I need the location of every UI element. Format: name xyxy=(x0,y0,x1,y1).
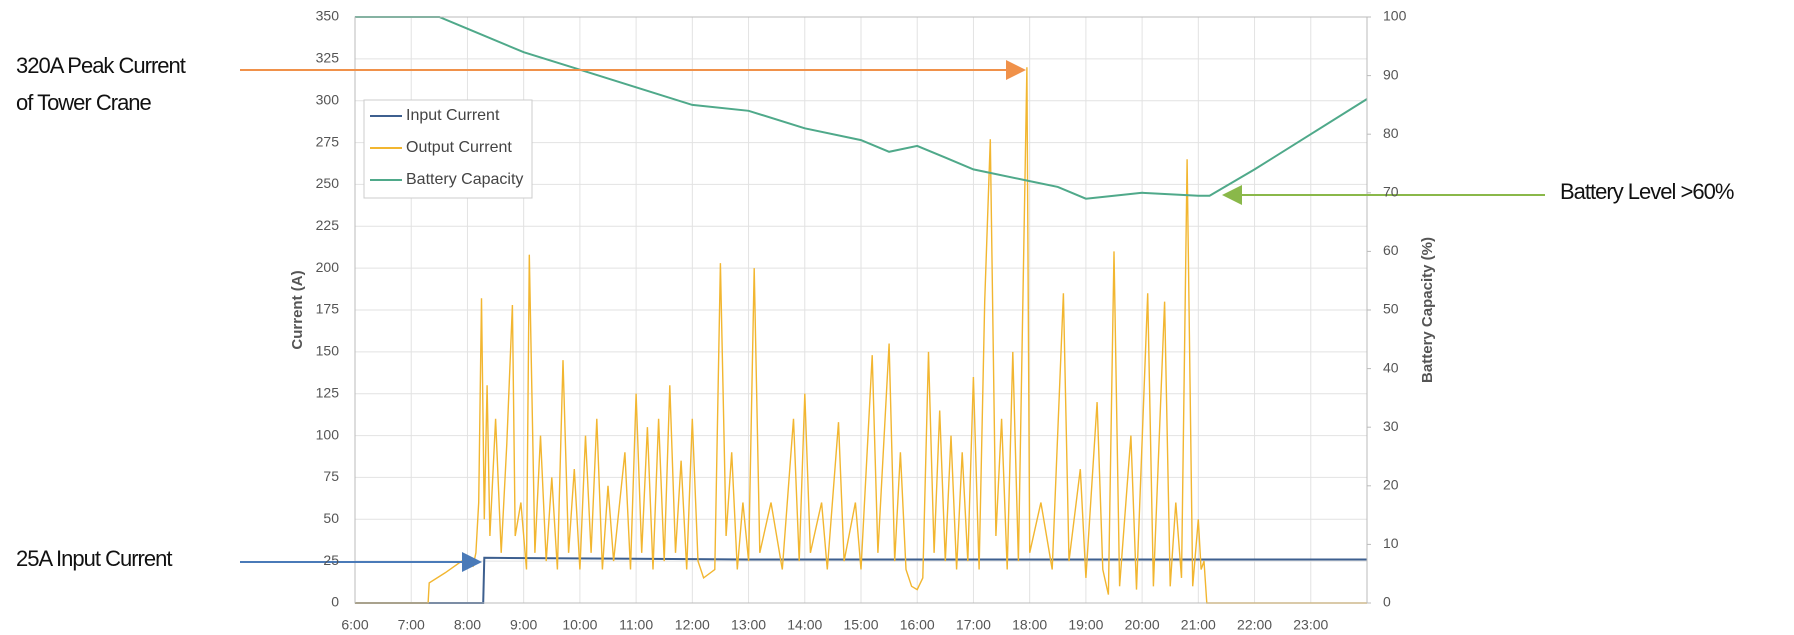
y-tick-label: 300 xyxy=(316,91,340,107)
x-tick-label: 23:00 xyxy=(1293,617,1328,633)
y2-tick-label: 50 xyxy=(1383,301,1399,317)
y2-tick-label: 60 xyxy=(1383,242,1399,258)
y-axis-label: Current (A) xyxy=(289,270,306,349)
x-tick-label: 8:00 xyxy=(454,617,481,633)
y-tick-label: 100 xyxy=(316,426,340,442)
x-tick-label: 14:00 xyxy=(787,617,822,633)
legend-label: Battery Capacity xyxy=(406,171,523,188)
y-tick-label: 50 xyxy=(323,510,339,526)
legend: Input Current Output Current Battery Capac… xyxy=(363,99,533,199)
y-tick-label: 150 xyxy=(316,343,340,359)
x-tick-label: 6:00 xyxy=(341,617,368,633)
y-tick-label: 0 xyxy=(331,594,339,610)
y2-tick-label: 100 xyxy=(1383,8,1407,24)
y-tick-label: 200 xyxy=(316,259,340,275)
annotation: Battery Level >60% xyxy=(1560,179,1734,204)
y-tick-label: 25 xyxy=(323,552,339,568)
y-tick-label: 225 xyxy=(316,217,340,233)
x-tick-label: 21:00 xyxy=(1181,617,1216,633)
annotation: 320A Peak Current xyxy=(16,53,186,78)
x-tick-label: 15:00 xyxy=(843,617,878,633)
y-tick-label: 175 xyxy=(316,301,340,317)
y-tick-label: 75 xyxy=(323,468,339,484)
y-tick-label: 275 xyxy=(316,133,340,149)
series-line xyxy=(355,16,1368,200)
x-tick-label: 22:00 xyxy=(1237,617,1272,633)
x-tick-label: 17:00 xyxy=(956,617,991,633)
x-tick-label: 7:00 xyxy=(398,617,425,633)
y2-tick-label: 0 xyxy=(1383,594,1391,610)
y2-tick-label: 20 xyxy=(1383,477,1399,493)
y-tick-label: 125 xyxy=(316,384,340,400)
x-tick-label: 12:00 xyxy=(675,617,710,633)
annotation: 25A Input Current xyxy=(16,546,172,571)
y-tick-label: 325 xyxy=(316,50,340,66)
x-tick-label: 16:00 xyxy=(900,617,935,633)
y2-axis-label: Battery Capacity (%) xyxy=(1419,237,1436,383)
x-tick-label: 11:00 xyxy=(619,617,653,633)
x-tick-label: 13:00 xyxy=(731,617,766,633)
x-tick-label: 19:00 xyxy=(1068,617,1103,633)
y2-tick-label: 10 xyxy=(1383,535,1399,551)
x-tick-label: 20:00 xyxy=(1125,617,1160,633)
x-tick-label: 10:00 xyxy=(562,617,597,633)
y2-tick-label: 70 xyxy=(1383,184,1399,200)
series-line xyxy=(355,67,1367,604)
y2-tick-label: 80 xyxy=(1383,125,1399,141)
annotation: of Tower Crane xyxy=(16,90,152,115)
y2-tick-label: 90 xyxy=(1383,66,1399,82)
y-tick-label: 350 xyxy=(316,8,340,24)
y-tick-label: 250 xyxy=(316,175,340,191)
legend-label: Output Current xyxy=(406,139,512,156)
x-tick-label: 9:00 xyxy=(510,617,537,633)
y2-tick-label: 40 xyxy=(1383,359,1399,375)
legend-label: Input Current xyxy=(406,107,500,124)
y2-tick-label: 30 xyxy=(1383,418,1399,434)
x-tick-label: 18:00 xyxy=(1012,617,1047,633)
